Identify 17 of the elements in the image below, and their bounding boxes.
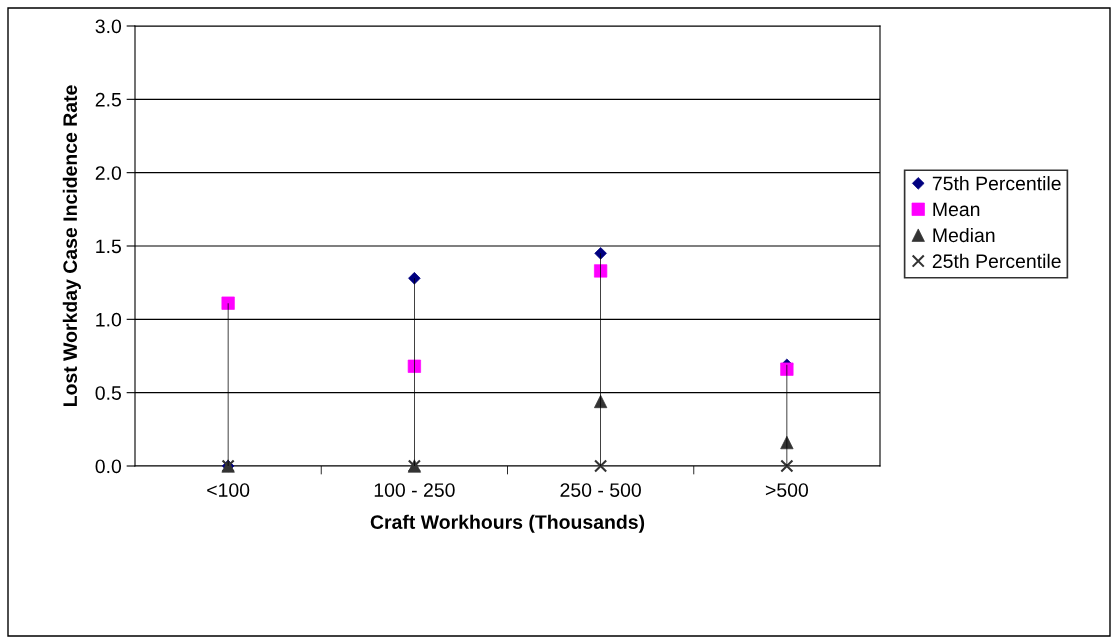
y-axis-title: Lost Workday Case Incidence Rate [62,85,81,407]
x-tick-label: >500 [765,483,809,497]
legend-label: Mean [933,202,980,217]
x-tick-label: <100 [207,483,250,497]
y-tick-label: 1.5 [96,239,121,254]
y-tick-label: 1.0 [96,312,122,327]
y-tick-label: 2.5 [95,92,121,107]
legend-label: 75th Percentile [932,176,1061,191]
x-axis-title: Craft Workhours (Thousands) [370,514,645,533]
x-tick-label: 250 - 500 [560,483,641,497]
legend-label: Median [933,227,995,243]
x-tick-label: 100 - 250 [374,483,455,497]
y-tick-label: 0.0 [95,459,122,474]
legend-label: 25th Percentile [932,253,1061,269]
y-tick-label: 3.0 [95,19,122,34]
y-tick-label: 0.5 [95,386,121,400]
y-tick-label: 2.0 [95,166,122,180]
